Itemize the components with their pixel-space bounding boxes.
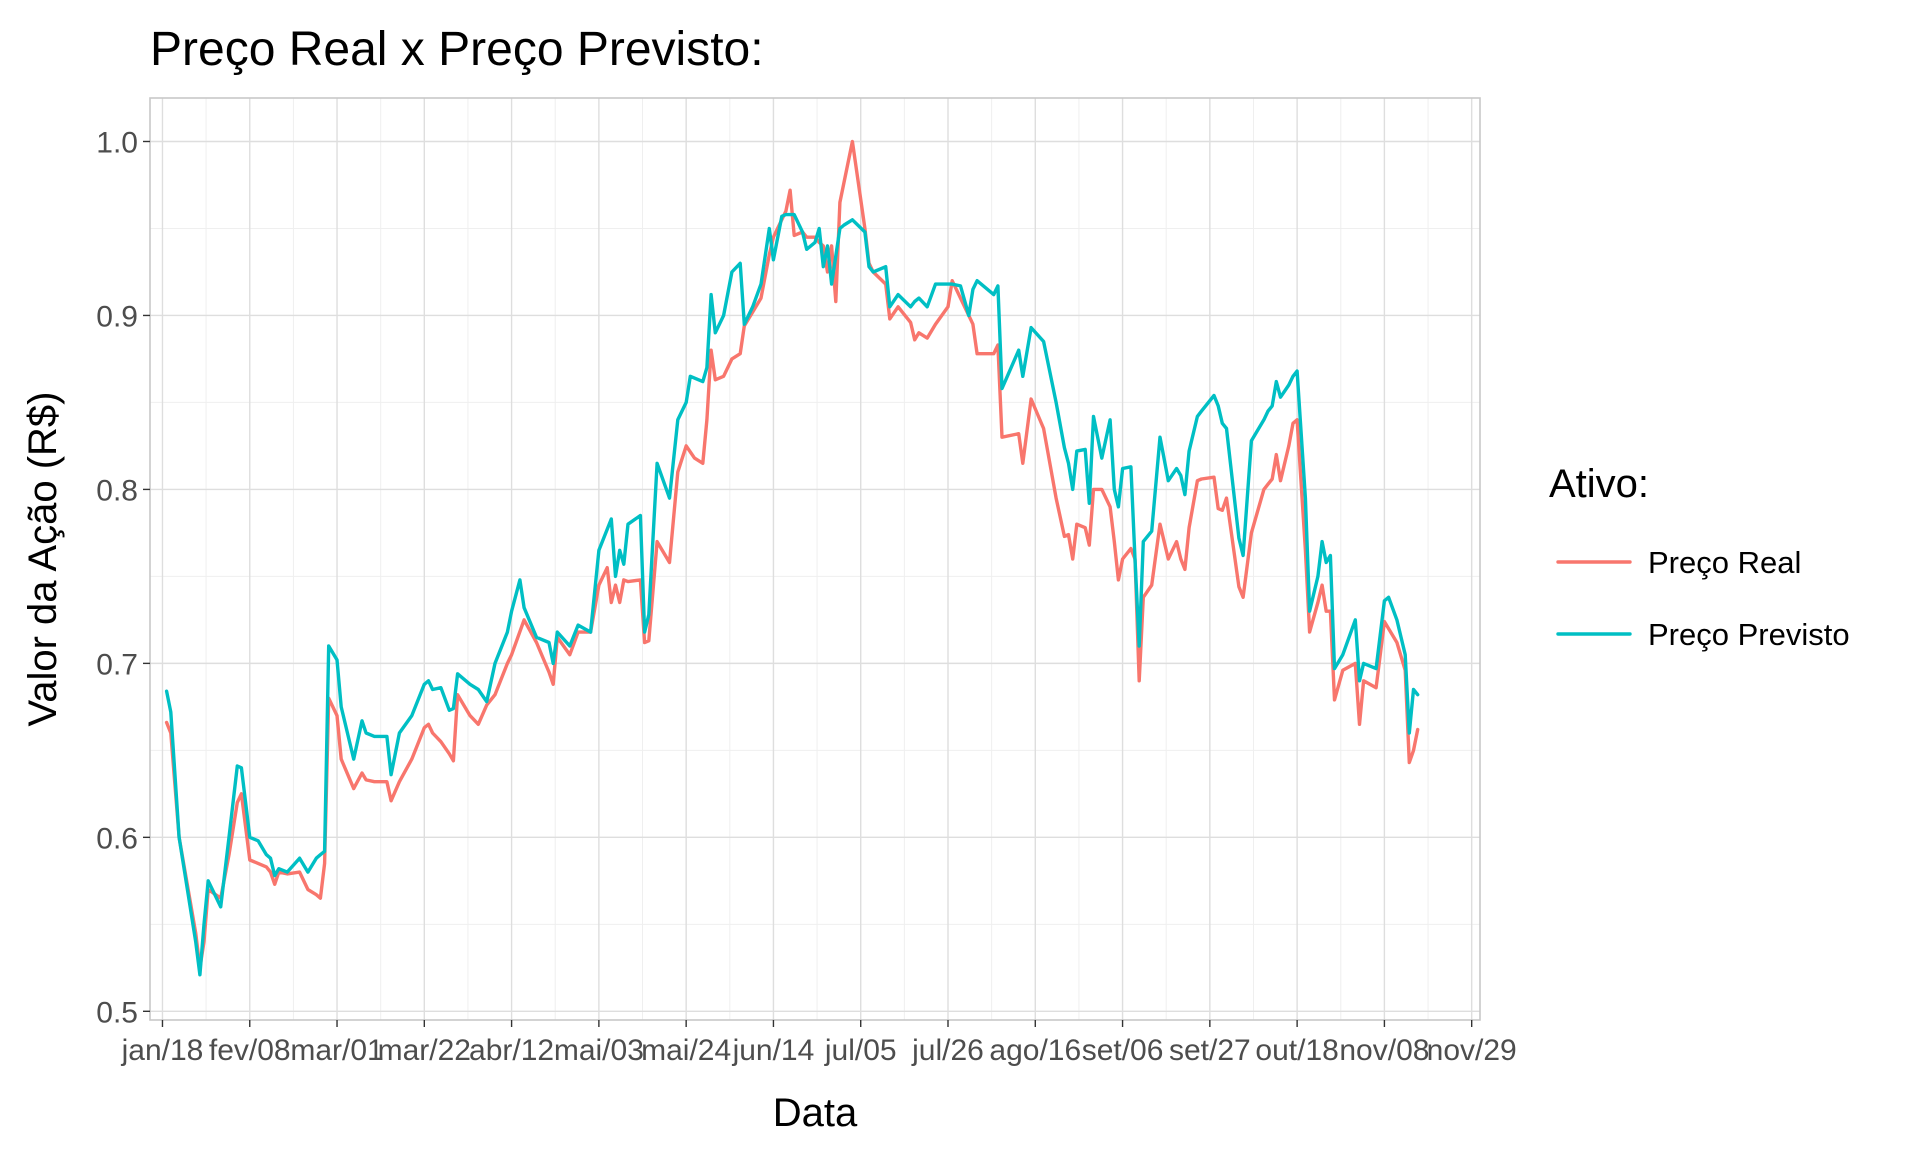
x-tick-label: nov/29 [1427,1034,1517,1067]
x-tick-label: jan/18 [121,1034,204,1067]
x-tick-label: mar/01 [290,1034,383,1067]
plot-panel [149,97,1481,1021]
series-line-preco-real [164,139,1420,970]
x-tick-label: jul/05 [824,1034,897,1067]
y-axis-ticks: 0.5 0.6 0.7 0.8 0.9 1.0 [96,126,150,1029]
legend-label-preco-real: Preço Real [1648,545,1801,580]
y-tick-label: 1.0 [96,126,138,159]
chart-title: Preço Real x Preço Previsto: [150,23,764,76]
x-axis-title: Data [773,1091,858,1135]
x-tick-label: nov/08 [1339,1034,1429,1067]
x-tick-label: out/18 [1255,1034,1338,1067]
legend-title: Ativo: [1549,462,1649,506]
y-tick-label: 0.7 [96,648,138,681]
x-tick-label: fev/08 [209,1034,291,1067]
y-axis-title: Valor da Ação (R$) [21,392,65,727]
series-line-preco-previsto [164,212,1420,977]
y-tick-label: 0.6 [96,822,138,855]
legend-label-preco-previsto: Preço Previsto [1648,617,1850,652]
legend: Ativo: Preço Real Preço Previsto [1549,462,1850,652]
y-tick-label: 0.9 [96,300,138,333]
series-lines [164,139,1420,977]
grid-lines [150,98,1480,1020]
y-tick-label: 0.5 [96,996,138,1029]
x-tick-label: set/27 [1169,1034,1251,1067]
x-tick-label: jul/26 [911,1034,984,1067]
x-tick-label: mar/22 [378,1034,471,1067]
y-tick-label: 0.8 [96,474,138,507]
x-tick-label: mai/03 [554,1034,644,1067]
x-tick-label: abr/12 [469,1034,554,1067]
x-tick-label: ago/16 [989,1034,1081,1067]
x-tick-label: set/06 [1082,1034,1164,1067]
x-tick-label: mai/24 [641,1034,731,1067]
x-tick-label: jun/14 [732,1034,815,1067]
